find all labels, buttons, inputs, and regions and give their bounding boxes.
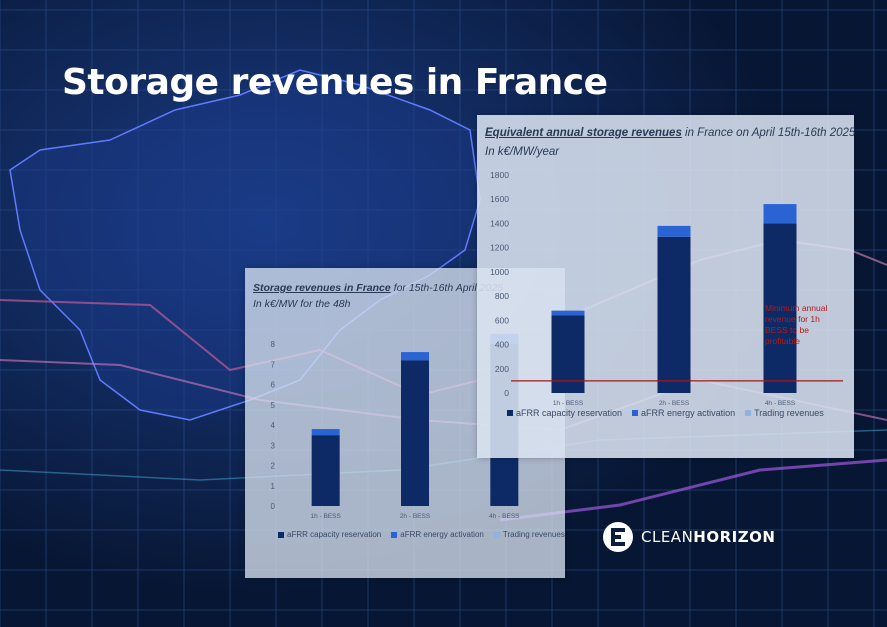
y-tick-label: 0 bbox=[271, 502, 276, 511]
bar-afrr-capacity-reservation bbox=[311, 435, 340, 506]
y-tick-label: 0 bbox=[504, 388, 509, 398]
legend-item: aFRR energy activation bbox=[632, 408, 735, 418]
threshold-annotation: Minimum annual revenue for 1h BESS to be… bbox=[765, 303, 828, 346]
y-tick-label: 6 bbox=[271, 381, 276, 390]
y-tick-label: 1 bbox=[271, 482, 276, 491]
y-tick-label: 200 bbox=[495, 364, 509, 374]
y-tick-label: 3 bbox=[271, 441, 276, 450]
x-tick-label: 2h - BESS bbox=[659, 400, 690, 407]
y-tick-label: 1400 bbox=[490, 218, 509, 228]
x-tick-label: 1h - BESS bbox=[310, 513, 341, 520]
legend-item: Trading revenues bbox=[493, 530, 565, 539]
chart-panel-annual: 0 200 400 600 800 1000 1200 1400 1600 1800 1h - BE… bbox=[477, 115, 856, 458]
x-tick-label: 4h - BESS bbox=[489, 513, 520, 520]
bar-afrr-energy-activation bbox=[401, 352, 429, 361]
logo-icon bbox=[603, 522, 633, 552]
page-title: Storage revenues in France bbox=[62, 62, 608, 103]
y-tick-label: 7 bbox=[271, 360, 276, 369]
bar-afrr-capacity-reservation bbox=[551, 315, 585, 393]
chart-title: Storage revenues in France for 15th-16th… bbox=[253, 282, 503, 294]
bar-afrr-energy-activation bbox=[551, 310, 585, 316]
y-tick-label: 5 bbox=[271, 401, 276, 410]
y-tick-label: 8 bbox=[271, 340, 276, 349]
legend-item: aFRR capacity reservation bbox=[278, 530, 381, 539]
y-tick-label: 1600 bbox=[490, 194, 509, 204]
legend-item: aFRR capacity reservation bbox=[507, 408, 622, 418]
y-tick-label: 600 bbox=[495, 315, 509, 325]
y-tick-label: 1000 bbox=[490, 267, 509, 277]
y-tick-label: 400 bbox=[495, 340, 509, 350]
bar-afrr-capacity-reservation bbox=[401, 360, 429, 506]
x-tick-label: 2h - BESS bbox=[400, 513, 431, 520]
bar-afrr-energy-activation bbox=[763, 204, 797, 224]
bar-afrr-capacity-reservation bbox=[657, 236, 691, 393]
y-tick-label: 1200 bbox=[490, 243, 509, 253]
y-tick-label: 800 bbox=[495, 291, 509, 301]
legend-item: aFRR energy activation bbox=[391, 530, 484, 539]
x-tick-label: 4h - BESS bbox=[765, 400, 796, 407]
y-tick-label: 4 bbox=[271, 421, 276, 430]
y-tick-label: 2 bbox=[271, 462, 276, 471]
legend-item: Trading revenues bbox=[745, 408, 824, 418]
bar-afrr-capacity-reservation bbox=[763, 223, 797, 393]
chart-subtitle: In k€/MW/year bbox=[485, 146, 560, 158]
chart-title: Equivalent annual storage revenues in Fr… bbox=[485, 127, 856, 139]
cleanhorizon-logo: CLEANHORIZON bbox=[603, 522, 775, 552]
bar-afrr-energy-activation bbox=[657, 225, 691, 237]
chart-legend: aFRR capacity reservation aFRR energy ac… bbox=[278, 530, 565, 539]
x-tick-label: 1h - BESS bbox=[553, 400, 584, 407]
chart-subtitle: In k€/MW for the 48h bbox=[253, 298, 351, 310]
chart-annual: 0 200 400 600 800 1000 1200 1400 1600 1800 1h - BE… bbox=[490, 170, 843, 407]
chart-legend: aFRR capacity reservation aFRR energy ac… bbox=[507, 408, 824, 418]
logo-text: CLEANHORIZON bbox=[641, 528, 776, 546]
y-tick-label: 1800 bbox=[490, 170, 509, 180]
bar-afrr-energy-activation bbox=[311, 429, 340, 436]
